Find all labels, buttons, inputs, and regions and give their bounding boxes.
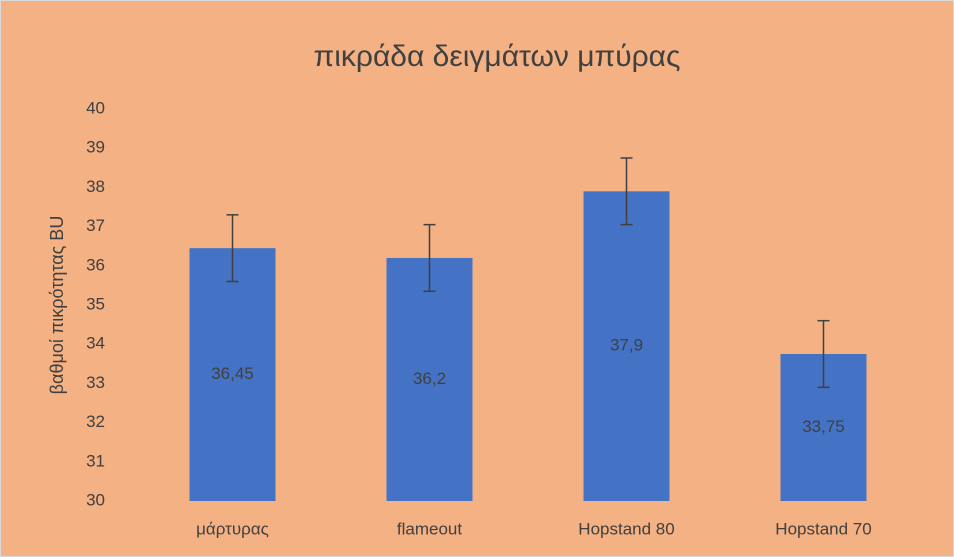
x-tick-label: Hopstand 80 — [578, 519, 674, 538]
y-tick-label: 32 — [86, 412, 105, 431]
bar — [583, 191, 670, 501]
y-tick-label: 39 — [86, 138, 105, 157]
y-tick-label: 30 — [86, 490, 105, 509]
y-tick-label: 33 — [86, 373, 105, 392]
y-tick-label: 31 — [86, 451, 105, 470]
bar — [189, 248, 276, 501]
y-axis-label: βαθμοί πικρότητας BU — [47, 216, 67, 395]
bar — [386, 257, 473, 501]
error-bar — [423, 223, 436, 293]
error-bar — [620, 157, 633, 226]
data-label: 36,45 — [211, 364, 254, 383]
x-tick-label: Hopstand 70 — [775, 519, 871, 538]
x-tick-label: flameout — [397, 519, 462, 538]
y-tick-label: 37 — [86, 216, 105, 235]
chart-title: πικράδα δειγμάτων μπύρας — [314, 40, 681, 73]
y-tick-label: 35 — [86, 294, 105, 313]
y-tick-label: 38 — [86, 177, 105, 196]
y-tick-label: 34 — [86, 334, 105, 353]
data-label: 37,9 — [610, 336, 643, 355]
data-label: 33,75 — [802, 417, 845, 436]
error-bar — [226, 214, 239, 283]
y-tick-label: 36 — [86, 255, 105, 274]
y-tick-label: 40 — [86, 98, 105, 117]
x-tick-label: μάρτυρας — [196, 519, 269, 538]
error-bar — [817, 319, 830, 389]
data-label: 36,2 — [413, 369, 446, 388]
